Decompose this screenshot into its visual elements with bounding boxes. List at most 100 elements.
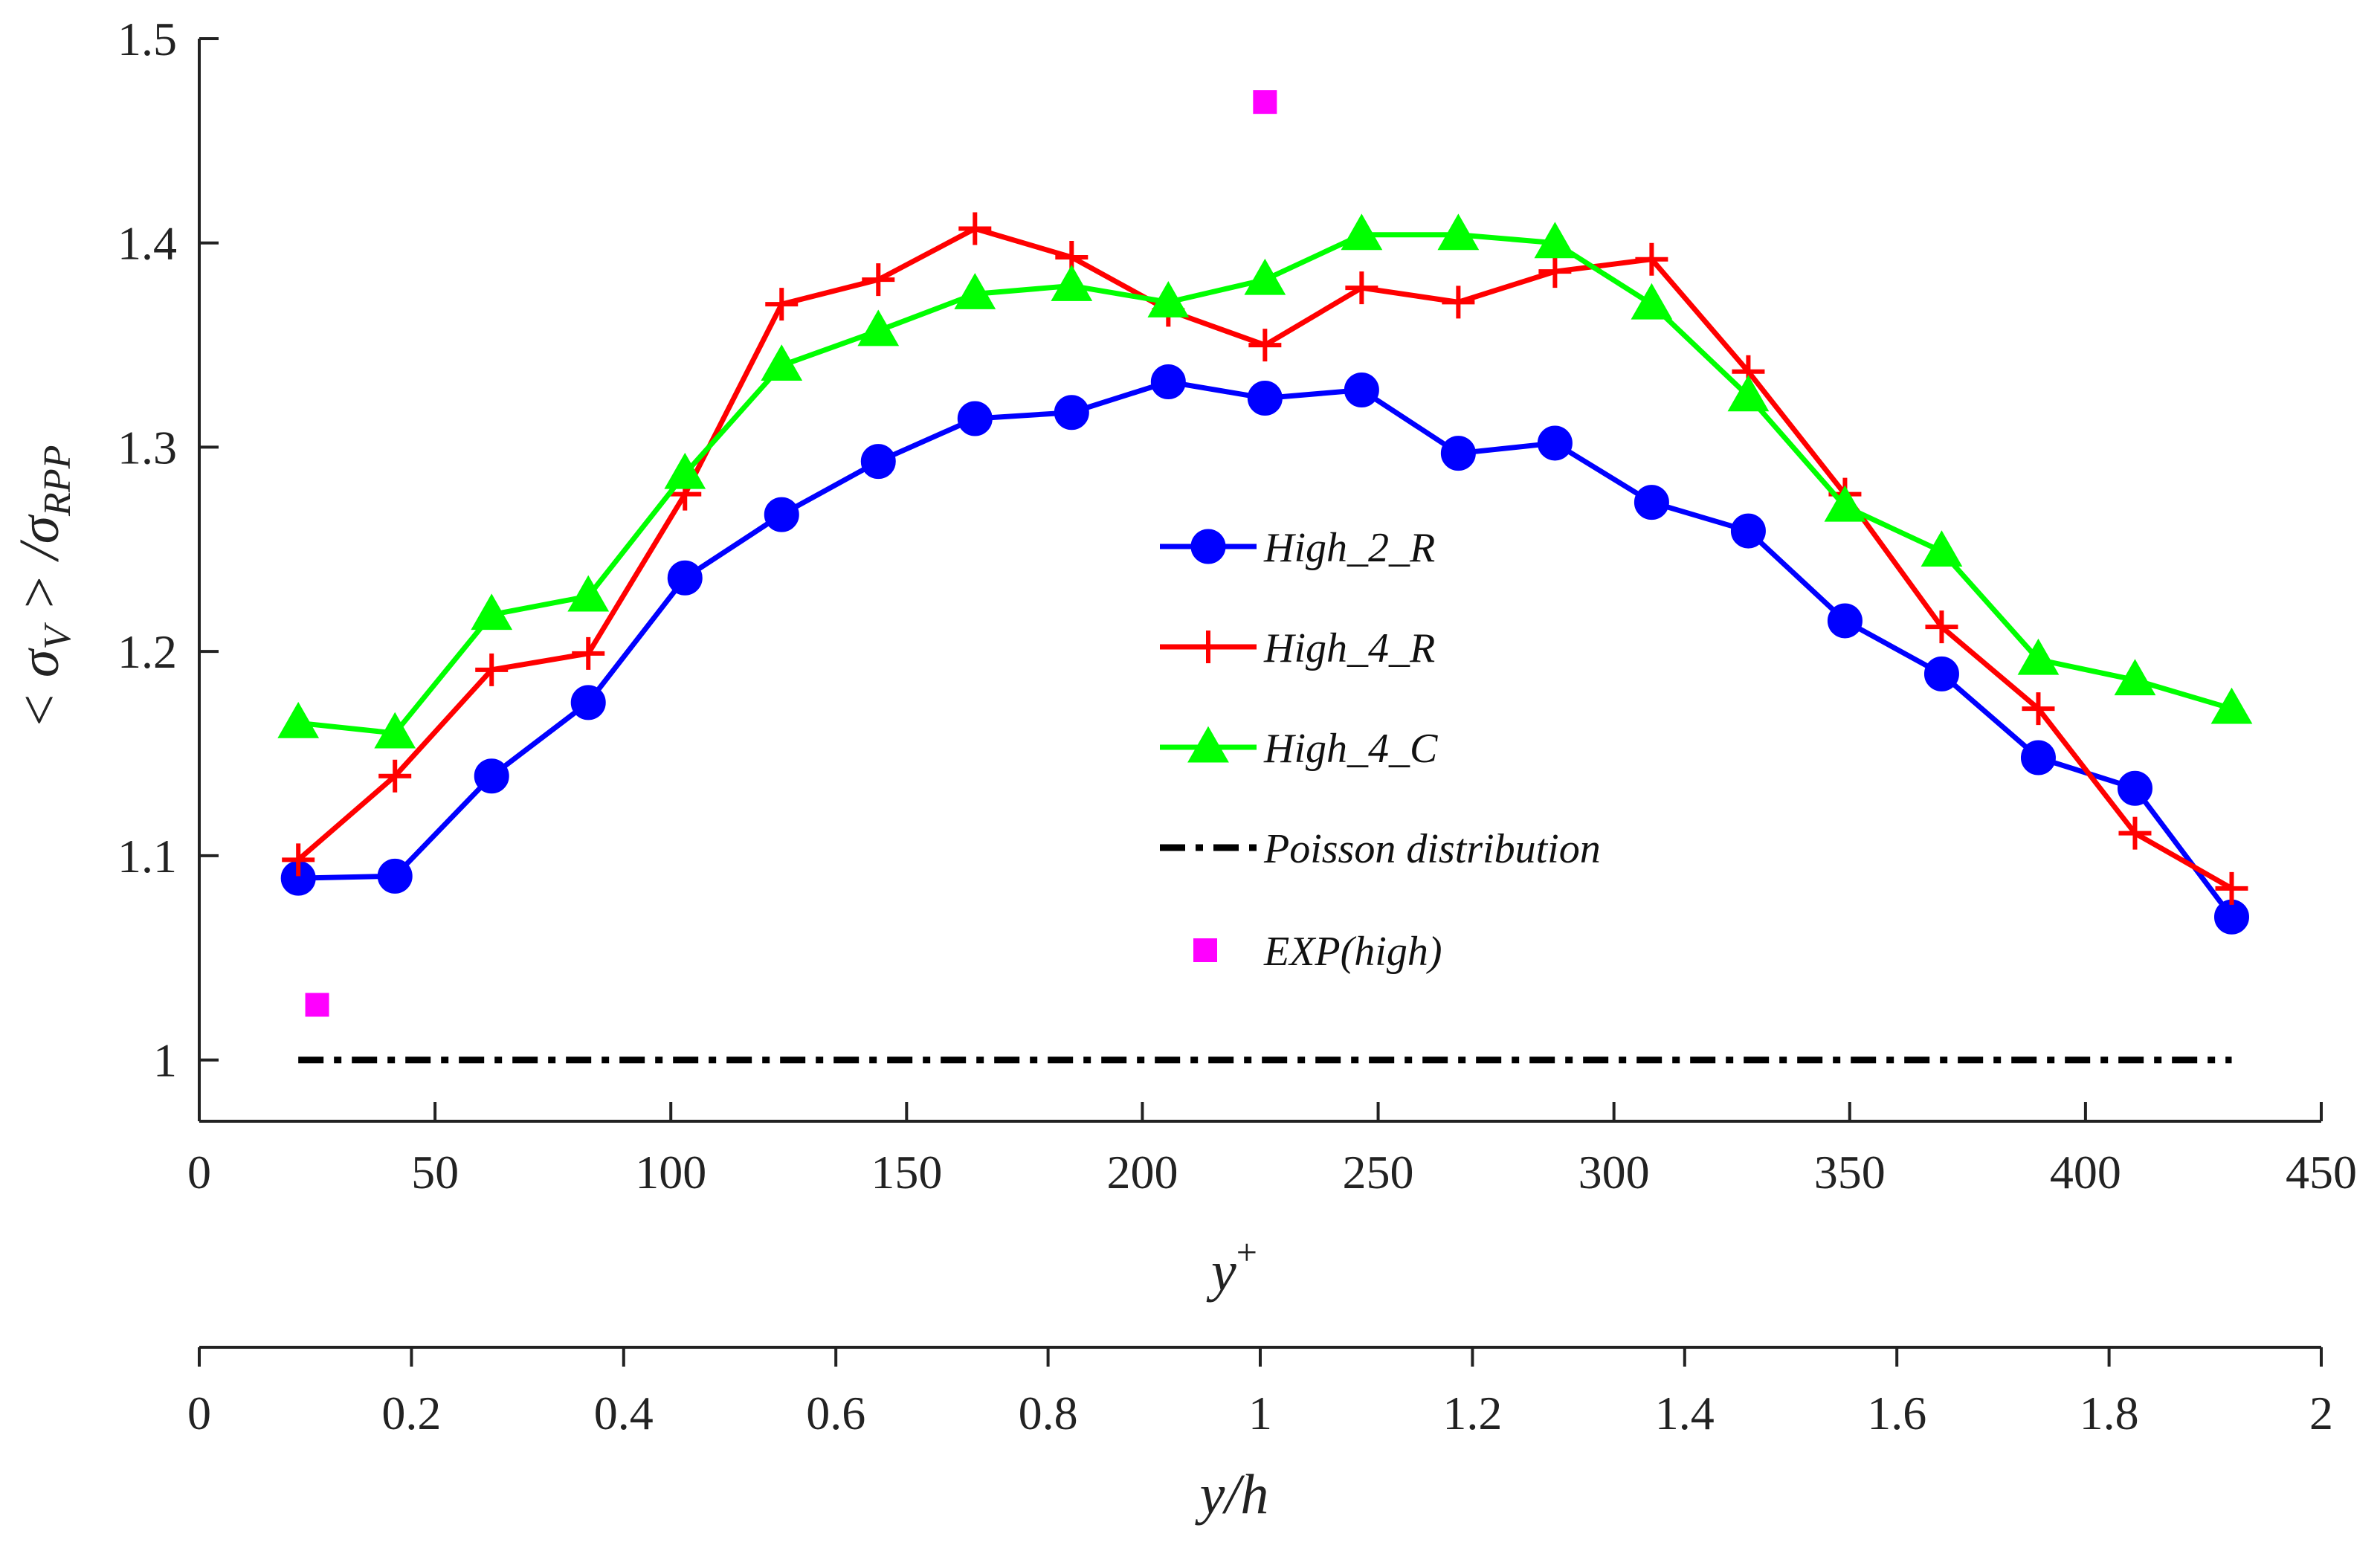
secondary-x-tick-label: 1.6 bbox=[1867, 1387, 1926, 1439]
legend-label: Poisson distribution bbox=[1263, 826, 1601, 872]
svg-text:y+: y+ bbox=[1206, 1231, 1257, 1303]
secondary-x-tick-label: 0.8 bbox=[1019, 1387, 1078, 1439]
data-point bbox=[2022, 692, 2055, 726]
data-point bbox=[378, 759, 412, 793]
y-tick-label: 1.2 bbox=[117, 625, 177, 678]
data-point bbox=[2114, 659, 2156, 696]
main-axes bbox=[198, 39, 2321, 1123]
series-high-4-c bbox=[277, 213, 2253, 749]
data-point bbox=[1921, 530, 1963, 567]
data-point bbox=[1538, 255, 1572, 288]
data-point bbox=[1442, 286, 1475, 319]
series-high-2-r bbox=[280, 364, 2249, 935]
data-point bbox=[2210, 687, 2253, 724]
data-point bbox=[1730, 513, 1766, 549]
data-point bbox=[2215, 871, 2248, 905]
series-layer bbox=[277, 90, 2253, 1064]
data-point bbox=[277, 701, 320, 738]
legend-item: EXP(high) bbox=[1193, 929, 1442, 975]
secondary-x-tick-label: 1 bbox=[1248, 1387, 1272, 1439]
data-point bbox=[374, 712, 416, 749]
data-point bbox=[1054, 395, 1089, 431]
data-point bbox=[857, 309, 900, 346]
data-point bbox=[282, 843, 315, 877]
data-point bbox=[1437, 213, 1480, 251]
x-tick-label: 150 bbox=[871, 1146, 942, 1199]
data-point bbox=[1147, 281, 1190, 317]
x-tick-label: 0 bbox=[187, 1146, 211, 1199]
legend-swatch-marker bbox=[1187, 726, 1229, 763]
x-tick-label: 350 bbox=[1814, 1146, 1886, 1199]
data-point bbox=[862, 263, 895, 297]
data-point bbox=[954, 273, 996, 309]
svg-text:y/h: y/h bbox=[1195, 1463, 1269, 1526]
secondary-x-tick-label: 1.8 bbox=[2080, 1387, 2139, 1439]
data-point bbox=[764, 497, 799, 532]
data-point bbox=[1345, 271, 1378, 305]
legend-swatch-marker bbox=[1190, 529, 1226, 564]
y-tick-label: 1.3 bbox=[117, 421, 177, 474]
data-point bbox=[957, 401, 993, 436]
legend-label: High_2_R bbox=[1263, 525, 1435, 571]
data-point bbox=[1925, 610, 1958, 644]
x-tick-label: 50 bbox=[411, 1146, 459, 1199]
data-point bbox=[572, 636, 605, 670]
legend-item: High_2_R bbox=[1160, 525, 1435, 571]
legend-swatch-marker bbox=[1192, 631, 1225, 663]
y-tick-label: 1 bbox=[153, 1034, 177, 1087]
data-point bbox=[1634, 485, 1669, 520]
data-point bbox=[471, 593, 513, 631]
secondary-x-tick-label: 1.4 bbox=[1655, 1387, 1715, 1439]
data-point bbox=[570, 685, 606, 720]
data-point bbox=[664, 452, 706, 489]
legend-swatch-marker bbox=[1193, 938, 1217, 962]
x-tick-label: 200 bbox=[1106, 1146, 1178, 1199]
secondary-x-tick-label: 0.6 bbox=[806, 1387, 865, 1439]
svg-text:< σV > /σRPP: < σV > /σRPP bbox=[8, 445, 79, 730]
data-point bbox=[475, 653, 509, 686]
data-point bbox=[765, 288, 799, 321]
secondary-x-axis-label: y/h bbox=[1195, 1463, 1269, 1526]
secondary-x-tick-label: 0.4 bbox=[594, 1387, 654, 1439]
data-point bbox=[1253, 90, 1277, 115]
data-point bbox=[667, 560, 703, 596]
data-point bbox=[1248, 329, 1282, 362]
data-point bbox=[1051, 265, 1093, 301]
secondary-x-tick-label: 0 bbox=[187, 1387, 211, 1439]
x-tick-label: 100 bbox=[635, 1146, 706, 1199]
data-point bbox=[1824, 485, 1866, 522]
y-tick-label: 1.5 bbox=[117, 13, 177, 65]
legend-label: EXP(high) bbox=[1263, 929, 1442, 975]
data-point bbox=[1631, 283, 1673, 320]
data-point bbox=[1344, 373, 1379, 408]
secondary-x-tick-label: 0.2 bbox=[381, 1387, 441, 1439]
data-point bbox=[1244, 258, 1286, 295]
data-point bbox=[2213, 899, 2249, 935]
x-axis-label: y+ bbox=[1206, 1231, 1257, 1303]
x-tick-label: 300 bbox=[1578, 1146, 1650, 1199]
legend-label: High_4_C bbox=[1263, 726, 1438, 772]
data-point bbox=[1341, 213, 1383, 251]
x-tick-label: 400 bbox=[2050, 1146, 2121, 1199]
y-axis-label: < σV > /σRPP bbox=[8, 445, 79, 730]
x-tick-label: 450 bbox=[2286, 1146, 2357, 1199]
legend-item: High_4_R bbox=[1160, 625, 1435, 671]
series-exp-high- bbox=[305, 90, 1277, 1017]
data-point bbox=[2117, 770, 2152, 806]
data-point bbox=[1827, 603, 1863, 639]
secondary-x-tick-label: 1.2 bbox=[1442, 1387, 1502, 1439]
data-point bbox=[1247, 381, 1283, 416]
data-point bbox=[567, 575, 610, 612]
data-point bbox=[958, 212, 992, 245]
data-point bbox=[2020, 740, 2056, 776]
legend-item: High_4_C bbox=[1160, 726, 1438, 772]
data-point bbox=[1635, 242, 1668, 276]
legend-item: Poisson distribution bbox=[1160, 826, 1601, 872]
y-tick-group: 1 1.1 1.2 1.3 1.4 1.5 bbox=[117, 13, 219, 1087]
legend-label: High_4_R bbox=[1263, 625, 1435, 671]
x-tick-group: 0 50 100 150 200 250 300 350 400 450 bbox=[187, 1102, 2357, 1199]
data-point bbox=[305, 993, 329, 1017]
y-tick-label: 1.1 bbox=[117, 830, 177, 883]
